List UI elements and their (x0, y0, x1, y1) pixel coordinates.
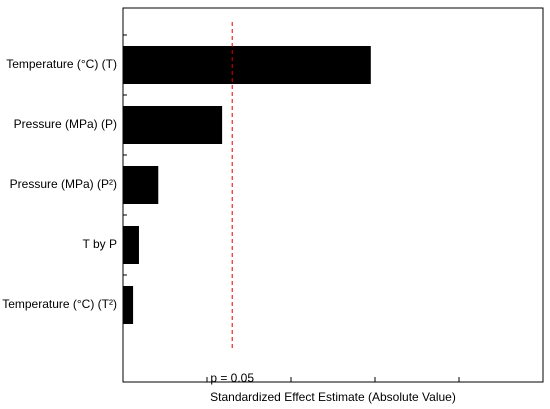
y-tick-label: Pressure (MPa) (P) (14, 117, 117, 131)
y-tick-label: T by P (83, 237, 117, 251)
y-tick-label: Temperature (°C) (T) (6, 57, 117, 71)
y-tick-label: Temperature (°C) (T²) (2, 297, 117, 311)
bar (123, 106, 223, 144)
x-axis-label: Standardized Effect Estimate (Absolute V… (210, 390, 456, 404)
bar (123, 166, 159, 204)
y-tick-label: Pressure (MPa) (P²) (10, 177, 117, 191)
bar (123, 46, 371, 84)
bar (123, 226, 139, 264)
threshold-label: p = 0.05 (210, 371, 254, 385)
bar (123, 286, 134, 324)
